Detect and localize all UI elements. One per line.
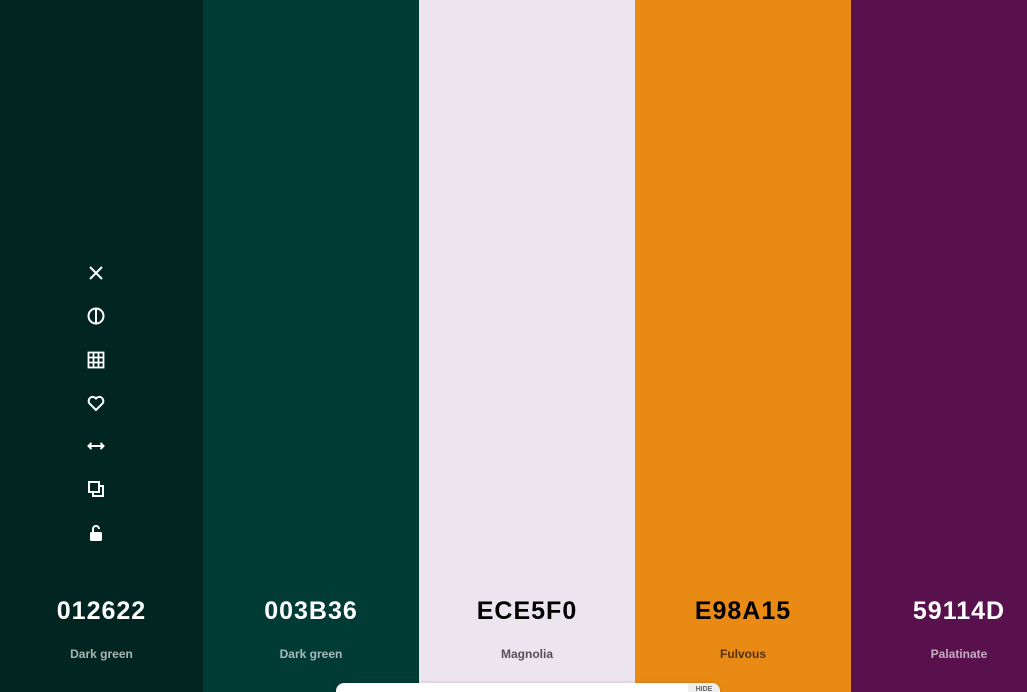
color-column[interactable]: 012622 Dark green bbox=[0, 0, 203, 692]
color-name: Magnolia bbox=[500, 647, 553, 661]
remove-icon[interactable] bbox=[84, 261, 108, 285]
hex-code[interactable]: 012622 bbox=[56, 597, 147, 625]
color-name: Fulvous bbox=[719, 647, 766, 661]
bottom-bar: HIDE bbox=[336, 683, 720, 692]
color-name: Palatinate bbox=[930, 647, 988, 661]
grid-icon[interactable] bbox=[84, 348, 108, 372]
lock-icon[interactable] bbox=[84, 521, 108, 545]
color-column[interactable]: ECE5F0 Magnolia bbox=[419, 0, 635, 692]
hex-code[interactable]: E98A15 bbox=[694, 597, 792, 625]
color-column[interactable]: 59114D Palatinate bbox=[851, 0, 1027, 692]
color-column[interactable]: 003B36 Dark green bbox=[203, 0, 419, 692]
shades-icon[interactable] bbox=[84, 304, 108, 328]
color-name: Dark green bbox=[70, 647, 133, 661]
favorite-icon[interactable] bbox=[84, 391, 108, 415]
drag-icon[interactable] bbox=[84, 434, 108, 458]
hide-button[interactable]: HIDE bbox=[688, 683, 720, 692]
hex-code[interactable]: 59114D bbox=[912, 597, 1006, 625]
color-name: Dark green bbox=[279, 647, 343, 661]
toolbar bbox=[84, 261, 108, 564]
hex-code[interactable]: ECE5F0 bbox=[476, 597, 578, 625]
copy-icon[interactable] bbox=[84, 477, 108, 501]
hex-code[interactable]: 003B36 bbox=[264, 597, 358, 625]
color-column[interactable]: E98A15 Fulvous bbox=[635, 0, 851, 692]
